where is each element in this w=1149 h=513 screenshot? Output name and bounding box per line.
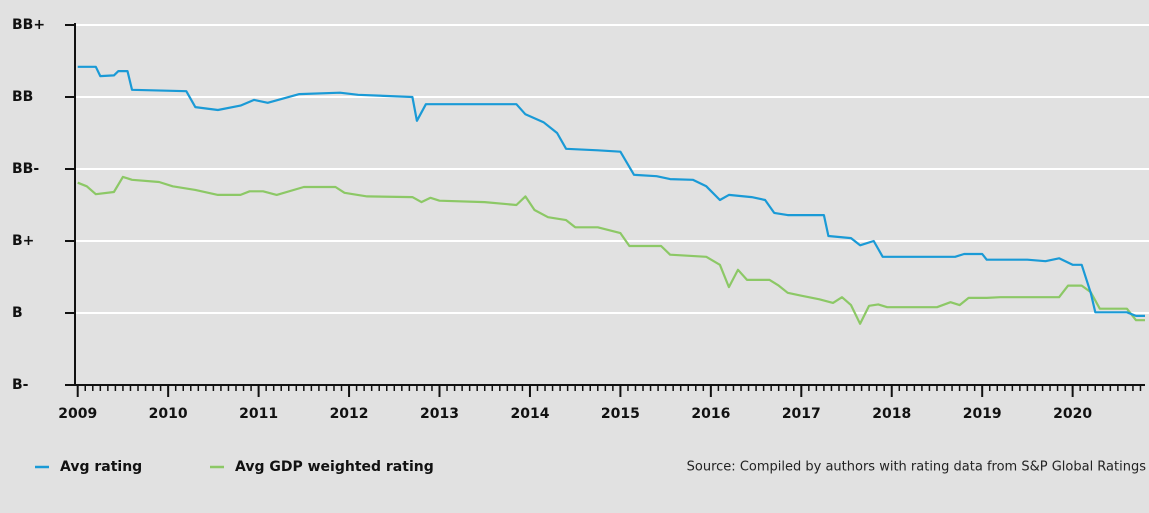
x-tick-label: 2020: [1053, 406, 1092, 422]
legend-label: Avg GDP weighted rating: [235, 459, 434, 475]
data-line: [77, 65, 1145, 317]
x-tick-label: 2014: [510, 406, 549, 422]
x-tick-label: 2017: [782, 406, 821, 422]
source-note: Source: Compiled by authors with rating …: [687, 460, 1147, 475]
x-tick-label: 2009: [58, 406, 97, 422]
x-tick-label: 2010: [149, 406, 188, 422]
y-tick-label: B: [12, 305, 23, 321]
legend-label: Avg rating: [60, 459, 142, 475]
y-tick-label: BB+: [12, 17, 45, 33]
x-tick-label: 2013: [420, 406, 459, 422]
y-tick-label: B-: [12, 377, 29, 393]
y-tick-label: B+: [12, 233, 34, 249]
x-tick-label: 2015: [601, 406, 640, 422]
x-tick-label: 2019: [963, 406, 1002, 422]
data-line: [77, 175, 1145, 325]
x-tick-label: 2012: [330, 406, 369, 422]
x-tick-label: 2011: [239, 406, 278, 422]
x-tick-label: 2018: [872, 406, 911, 422]
y-tick-label: BB: [12, 89, 33, 105]
y-tick-label: BB-: [12, 161, 39, 177]
x-tick-label: 2016: [691, 406, 730, 422]
